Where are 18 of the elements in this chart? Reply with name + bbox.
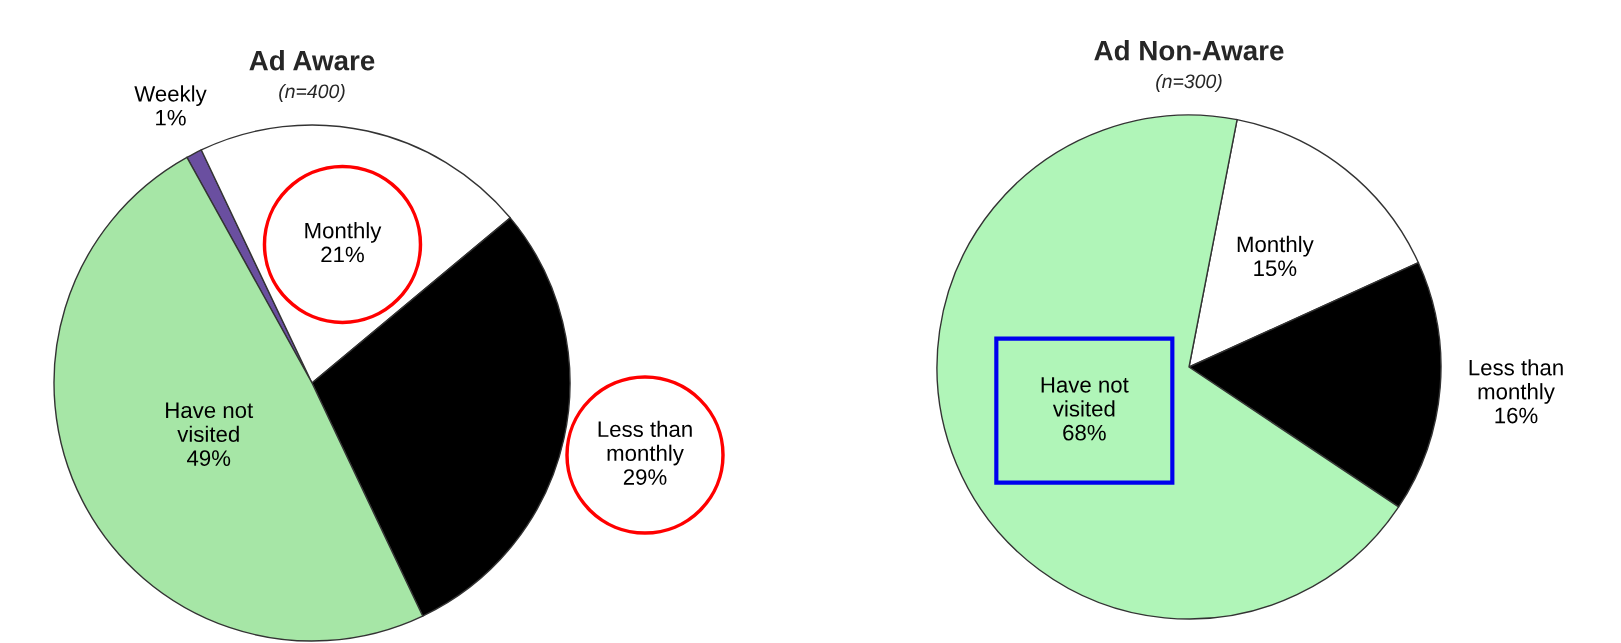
chart-subtitle: (n=300) (1156, 73, 1222, 93)
data-label: 29% (623, 469, 667, 485)
slice-label: Have not visited (166, 402, 254, 443)
slice-label: Less than monthly (598, 420, 692, 466)
chart-subtitle: (n=400) (279, 83, 345, 103)
slice-label: Weekly (134, 85, 207, 107)
data-label: 49% (187, 450, 231, 466)
data-label: 16% (1495, 407, 1538, 424)
data-label: 1% (156, 109, 186, 126)
slice-label: Monthly (305, 222, 382, 243)
data-label: 15% (1254, 260, 1297, 277)
data-label: 21% (321, 246, 364, 263)
data-label: 68% (1063, 424, 1106, 441)
chart-title: Ad Non-Aware (1094, 40, 1284, 61)
slice-label: Have not visited (1041, 377, 1129, 417)
slice-label: Monthly (1237, 235, 1314, 257)
slice-label: Less than monthly (1469, 359, 1563, 404)
chart-title: Ad Aware (249, 50, 375, 71)
